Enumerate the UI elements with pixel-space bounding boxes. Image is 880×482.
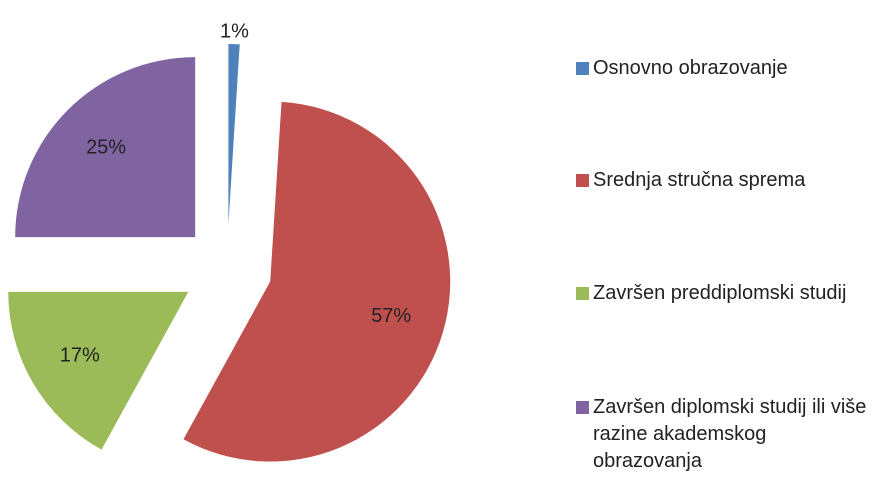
pie-slice bbox=[8, 291, 189, 450]
data-label: 1% bbox=[220, 20, 249, 42]
pie-slice bbox=[15, 57, 196, 238]
legend-label: Završen diplomski studij ili više razine… bbox=[593, 396, 867, 472]
legend-swatch bbox=[576, 401, 589, 414]
legend-label: Osnovno obrazovanje bbox=[593, 57, 788, 79]
legend-label: Završen preddiplomski studij bbox=[593, 282, 847, 304]
data-label: 25% bbox=[86, 136, 126, 158]
pie-slice bbox=[228, 44, 240, 225]
legend-label: Srednja stručna sprema bbox=[593, 169, 806, 191]
pie-area: 1% 57% 17% 25% bbox=[8, 20, 451, 462]
data-label: 57% bbox=[371, 305, 411, 327]
data-label: 17% bbox=[60, 344, 100, 366]
pie-slice bbox=[183, 101, 451, 462]
legend-swatch bbox=[576, 174, 589, 187]
legend-swatch bbox=[576, 287, 589, 300]
legend-swatch bbox=[576, 62, 589, 75]
